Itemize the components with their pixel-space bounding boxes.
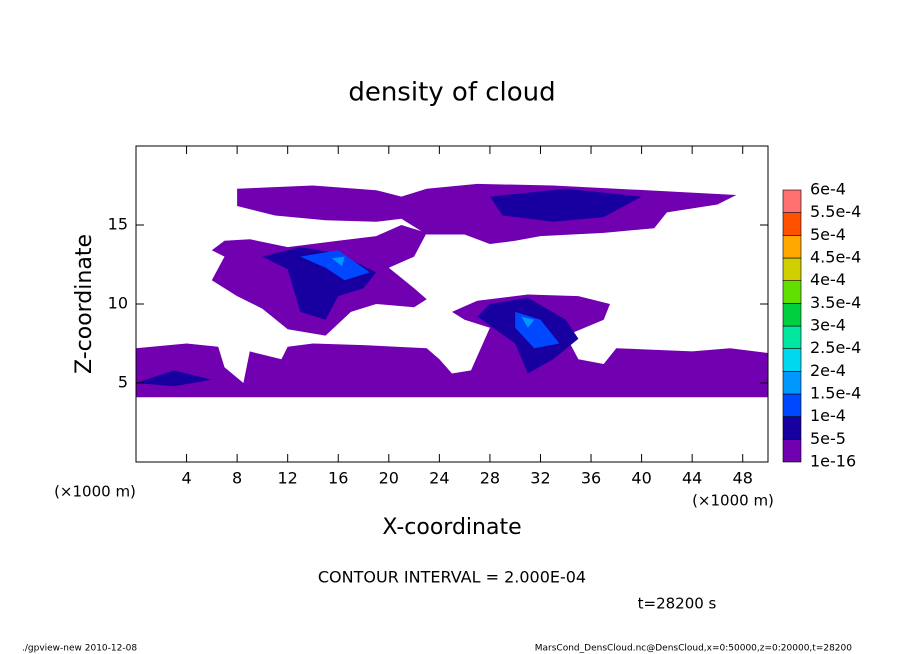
colorbar-box bbox=[782, 393, 802, 417]
contour-region bbox=[136, 370, 212, 387]
colorbar-label: 1.5e-4 bbox=[810, 384, 861, 403]
colorbar-label: 3e-4 bbox=[810, 316, 846, 335]
colorbar-label: 4e-4 bbox=[810, 270, 846, 289]
colorbar-label: 6e-4 bbox=[810, 180, 846, 199]
colorbar-label: 2e-4 bbox=[810, 361, 846, 380]
x-tick-label: 44 bbox=[682, 469, 702, 488]
x-tick-label: 28 bbox=[480, 469, 500, 488]
x-unit: (×1000 m) bbox=[692, 492, 774, 510]
contour-region bbox=[489, 188, 642, 222]
y-tick-label: 5 bbox=[118, 373, 128, 392]
colorbar-label: 5.5e-4 bbox=[810, 202, 861, 221]
colorbar-label: 2.5e-4 bbox=[810, 338, 861, 357]
colorbar-label: 1e-16 bbox=[810, 452, 856, 471]
x-tick-label: 24 bbox=[429, 469, 449, 488]
time-label: t=28200 s bbox=[638, 595, 717, 613]
contour-region bbox=[331, 256, 345, 267]
colorbar-label: 4.5e-4 bbox=[810, 248, 861, 267]
colorbar-box bbox=[782, 371, 802, 395]
x-tick-label: 36 bbox=[581, 469, 601, 488]
y-tick-label: 10 bbox=[108, 294, 128, 313]
contour-region bbox=[237, 183, 737, 244]
contour-region bbox=[300, 250, 370, 281]
colorbar-box bbox=[782, 416, 802, 440]
colorbar-box bbox=[782, 257, 802, 281]
y-unit: (×1000 m) bbox=[54, 483, 136, 501]
colorbar-box bbox=[782, 189, 802, 213]
x-tick-label: 4 bbox=[181, 469, 191, 488]
colorbar-box bbox=[782, 348, 802, 372]
colorbar-box bbox=[782, 439, 802, 463]
colorbar-box bbox=[782, 303, 802, 327]
x-tick-label: 20 bbox=[379, 469, 399, 488]
colorbar-box bbox=[782, 280, 802, 304]
colorbar-box bbox=[782, 235, 802, 259]
footer-left: ./gpview-new 2010-12-08 bbox=[22, 644, 137, 654]
contour-region bbox=[521, 316, 535, 328]
footer-right: MarsCond_DensCloud.nc@DensCloud,x=0:5000… bbox=[535, 644, 852, 654]
colorbar-label: 3.5e-4 bbox=[810, 293, 861, 312]
x-tick-label: 40 bbox=[631, 469, 651, 488]
x-tick-label: 12 bbox=[278, 469, 298, 488]
plot-area bbox=[136, 183, 768, 398]
colorbar-box bbox=[782, 212, 802, 236]
contour-note: CONTOUR INTERVAL = 2.000E-04 bbox=[318, 568, 586, 587]
y-axis-label: Z-coordinate bbox=[72, 234, 97, 374]
x-tick-label: 48 bbox=[733, 469, 753, 488]
colorbar-label: 1e-4 bbox=[810, 406, 846, 425]
x-axis-label: X-coordinate bbox=[382, 515, 521, 540]
colorbar-box bbox=[782, 325, 802, 349]
x-tick-label: 8 bbox=[232, 469, 242, 488]
colorbar-label: 5e-4 bbox=[810, 225, 846, 244]
colorbar-label: 5e-5 bbox=[810, 429, 846, 448]
contour-region bbox=[136, 294, 768, 398]
x-tick-label: 32 bbox=[530, 469, 550, 488]
chart-title: density of cloud bbox=[348, 78, 555, 108]
y-tick-label: 15 bbox=[108, 215, 128, 234]
x-tick-label: 16 bbox=[328, 469, 348, 488]
